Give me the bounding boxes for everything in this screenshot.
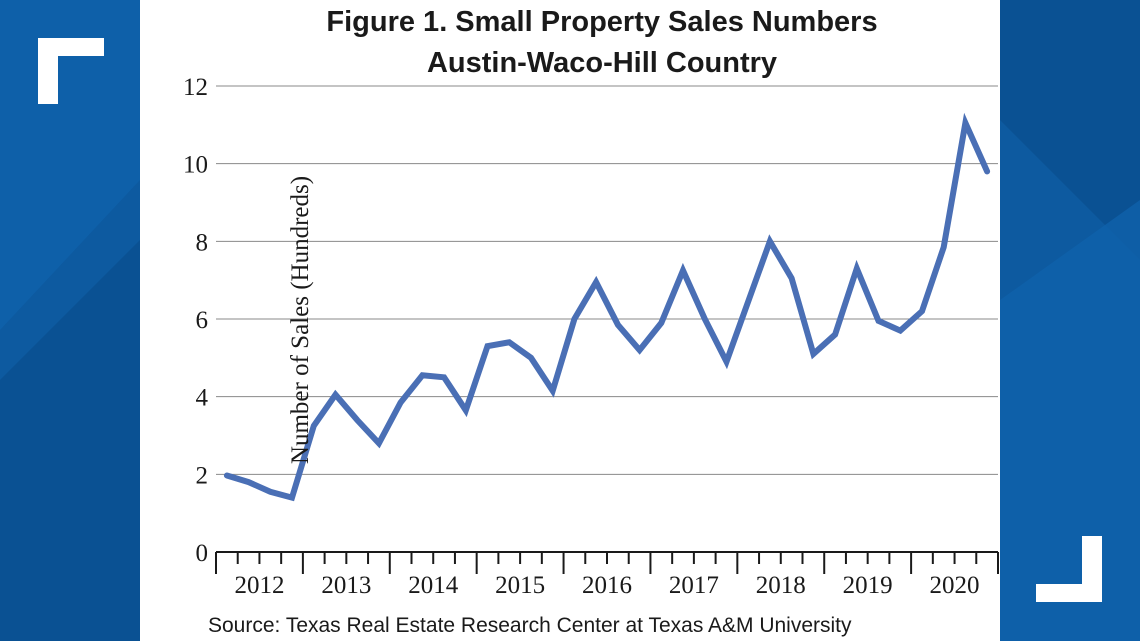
x-tick-labels: 2012 2013 2014 2015 2016 2017 2018 2019 2020 <box>234 572 979 599</box>
chart-subtitle: Austin-Waco-Hill Country <box>427 47 777 79</box>
axes <box>215 551 999 574</box>
y-tick-label: 6 <box>196 307 209 334</box>
x-tick-label: 2012 <box>234 572 284 599</box>
x-tick-label: 2017 <box>669 572 719 599</box>
y-tick-label: 0 <box>196 540 209 567</box>
series-line <box>223 112 991 502</box>
y-tick-label: 12 <box>183 74 208 101</box>
y-tick-label: 10 <box>183 152 208 179</box>
y-axis-label: Number of Sales (Hundreds) <box>287 176 314 464</box>
x-tick-label: 2013 <box>321 572 371 599</box>
chart-panel: Figure 1. Small Property Sales Numbers A… <box>140 0 1000 641</box>
corner-bracket-icon <box>38 38 104 104</box>
grid-lines <box>216 85 998 475</box>
x-tick-label: 2015 <box>495 572 545 599</box>
x-tick-label: 2014 <box>408 572 459 599</box>
line-chart: Figure 1. Small Property Sales Numbers A… <box>183 6 999 637</box>
source-note: Source: Texas Real Estate Research Cente… <box>208 614 852 637</box>
x-tick-label: 2019 <box>843 572 893 599</box>
x-tick-label: 2020 <box>930 572 980 599</box>
x-tick-label: 2018 <box>756 572 806 599</box>
y-tick-label: 4 <box>196 385 209 412</box>
chart-title: Figure 1. Small Property Sales Numbers <box>326 6 877 38</box>
y-tick-labels: 0 2 4 6 8 10 12 <box>183 74 209 567</box>
y-tick-label: 8 <box>196 229 209 256</box>
corner-bracket-icon <box>1036 536 1102 602</box>
x-tick-label: 2016 <box>582 572 632 599</box>
series-layer <box>223 112 991 502</box>
y-tick-label: 2 <box>196 462 209 489</box>
